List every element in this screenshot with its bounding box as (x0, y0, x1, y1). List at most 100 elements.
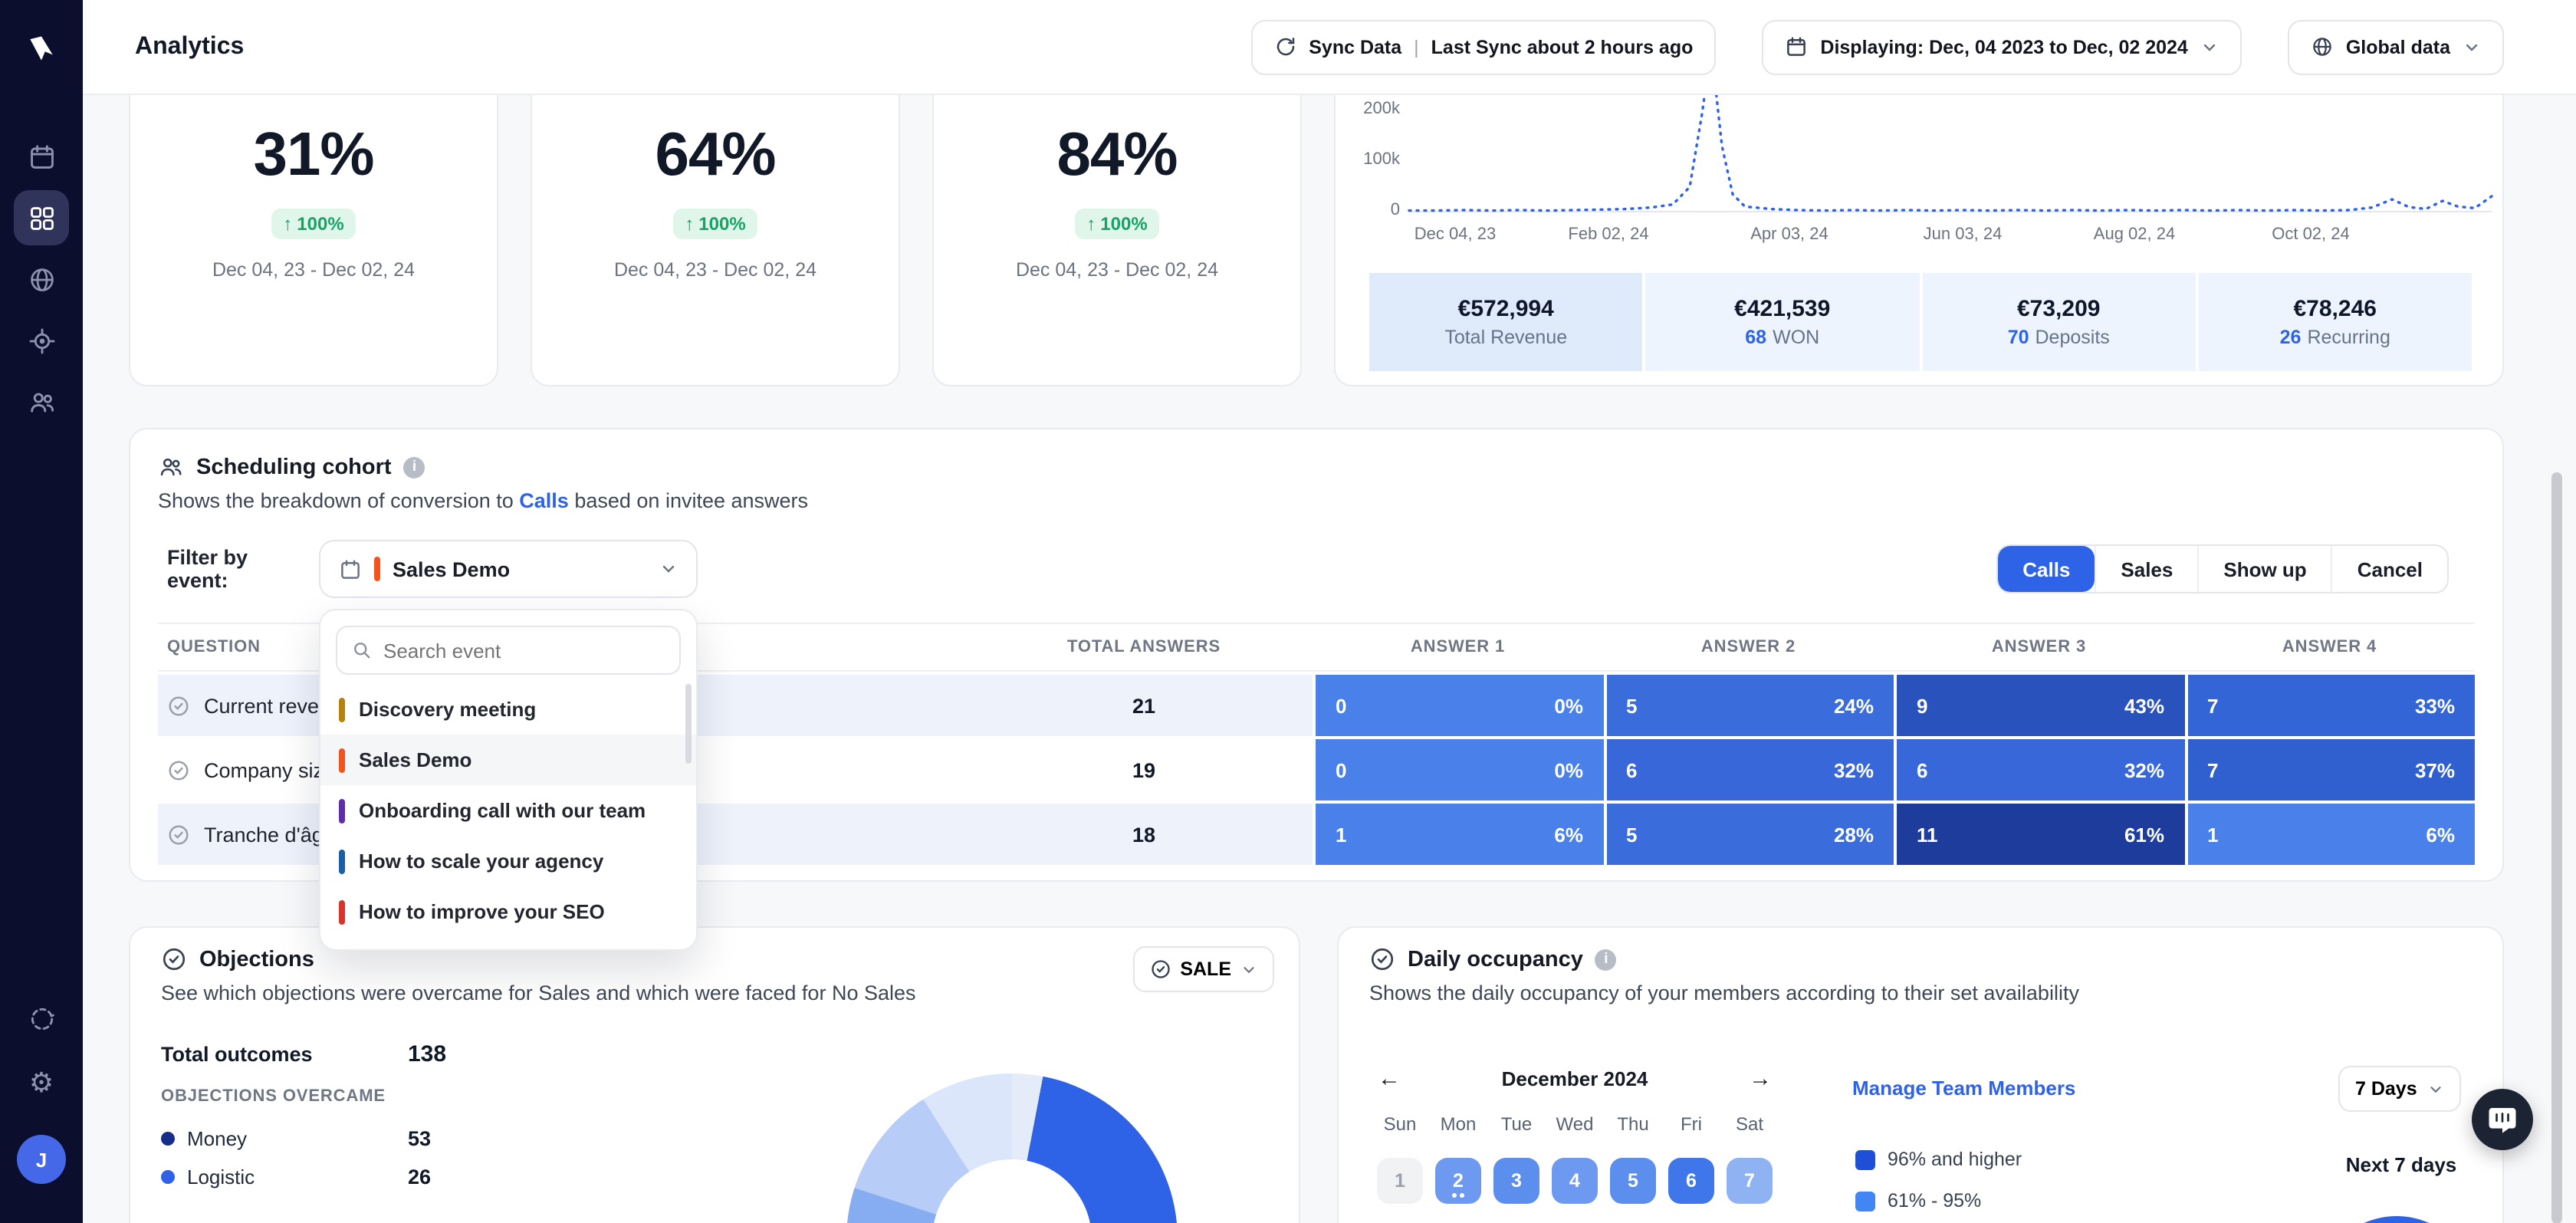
summary-won[interactable]: €421,539 68 WON (1645, 273, 1919, 371)
calendar-dates-row: 1 2 3 4 5 6 7 (1371, 1158, 1779, 1204)
summary-recurring[interactable]: €78,246 26 Recurring (2198, 273, 2472, 371)
total-outcomes-row: Total outcomes 138 (161, 1041, 447, 1067)
section-subtitle: See which objections were overcame for S… (161, 981, 916, 1004)
calendar-date-3[interactable]: 3 (1493, 1158, 1539, 1204)
up-arrow-icon: ↑ (1086, 213, 1096, 235)
event-color-bar (339, 748, 345, 772)
sidebar-item-team[interactable] (14, 374, 69, 429)
legend-swatch (1855, 1149, 1875, 1169)
settings-gear-icon[interactable]: ⚙ (28, 1067, 54, 1098)
section-title: Objections (199, 947, 314, 971)
global-data-button[interactable]: Global data (2287, 19, 2504, 74)
event-color-bar (374, 557, 380, 581)
x-axis-tick: Oct 02, 24 (2272, 225, 2350, 244)
prev-month-arrow-icon[interactable]: ← (1378, 1066, 1401, 1092)
event-color-bar (339, 697, 345, 722)
event-filter-value: Sales Demo (393, 557, 511, 580)
user-avatar[interactable]: J (17, 1135, 66, 1184)
vertical-scrollbar[interactable] (2551, 472, 2562, 1223)
header-actions: Sync Data | Last Sync about 2 hours ago … (1250, 19, 2504, 74)
globe-icon (2311, 35, 2334, 58)
dropdown-scrollbar[interactable] (685, 684, 692, 764)
check-circle-icon (167, 694, 190, 717)
y-axis-tick: 0 (1390, 201, 1400, 219)
event-option-scale-agency[interactable]: How to scale your agency (320, 836, 696, 886)
sync-data-button[interactable]: Sync Data | Last Sync about 2 hours ago (1250, 19, 1717, 74)
sidebar: ⚙ J (0, 0, 83, 1223)
column-question: QUESTION (167, 638, 261, 656)
next-month-arrow-icon[interactable]: → (1749, 1066, 1772, 1092)
kpi-date-range: Dec 04, 23 - Dec 02, 24 (212, 259, 416, 281)
question-text: Tranche d'âg (204, 823, 324, 846)
event-option-improve-seo[interactable]: How to improve your SEO (320, 886, 696, 937)
answer-cell: 5 28% (1603, 804, 1894, 865)
calendar-icon (339, 557, 362, 580)
calls-link[interactable]: Calls (519, 489, 569, 512)
search-icon (351, 639, 373, 661)
answer-cell: 1 6% (1313, 804, 1603, 865)
legend-swatch (1855, 1191, 1875, 1211)
page-title: Analytics (135, 33, 245, 59)
calendar-date-4[interactable]: 4 (1552, 1158, 1598, 1204)
event-filter-select[interactable]: Sales Demo (319, 540, 698, 598)
summary-deposits[interactable]: €73,209 70 Deposits (1922, 273, 2196, 371)
sidebar-item-target[interactable] (14, 313, 69, 368)
section-subtitle: Shows the daily occupancy of your member… (1369, 981, 2079, 1004)
up-arrow-icon: ↑ (685, 213, 695, 235)
legend-item: 96% and higher (1855, 1149, 2022, 1170)
tab-calls[interactable]: Calls (1998, 546, 2095, 592)
tab-cancel[interactable]: Cancel (2331, 546, 2447, 592)
chevron-down-icon (2200, 38, 2219, 56)
chevron-down-icon (2463, 38, 2481, 56)
today-dots-indicator (1452, 1193, 1464, 1198)
range-select[interactable]: 7 Days (2338, 1066, 2461, 1112)
event-search-input[interactable] (383, 639, 665, 662)
calendar-date-2[interactable]: 2 (1435, 1158, 1481, 1204)
refresh-icon (1273, 35, 1296, 58)
sidebar-item-globe[interactable] (14, 252, 69, 307)
content-area: 31% ↑ 100% Dec 04, 23 - Dec 02, 24 64% ↑ 1… (83, 34, 2576, 1223)
info-icon[interactable] (403, 456, 426, 478)
sync-label: Sync Data (1309, 36, 1402, 58)
event-option-onboarding[interactable]: Onboarding call with our team (320, 785, 696, 836)
tab-show-up[interactable]: Show up (2197, 546, 2331, 592)
total-answers-value: 19 (1132, 758, 1156, 781)
manage-team-members-link[interactable]: Manage Team Members (1852, 1077, 2076, 1100)
event-search (336, 626, 681, 675)
date-range-button[interactable]: Displaying: Dec, 04 2023 to Dec, 02 2024 (1762, 19, 2242, 74)
chat-launcher-button[interactable] (2472, 1089, 2533, 1150)
sync-cycle-icon[interactable] (14, 991, 69, 1046)
event-option-discovery-meeting[interactable]: Discovery meeting (320, 684, 696, 735)
next-7-days-label: Next 7 days (2345, 1153, 2457, 1176)
section-header: Objections (161, 946, 1268, 972)
tab-sales[interactable]: Sales (2095, 546, 2197, 592)
calendar-date-5[interactable]: 5 (1610, 1158, 1656, 1204)
question-text: Company siz (204, 758, 324, 781)
date-range-label: Displaying: Dec, 04 2023 to Dec, 02 2024 (1820, 36, 2188, 58)
occupancy-calendar: ← December 2024 → Sun Mon Tue Wed Thu Fr… (1371, 1066, 1779, 1204)
cohort-tab-group: Calls Sales Show up Cancel (1996, 544, 2449, 593)
x-axis-tick: Jun 03, 24 (1923, 225, 2003, 244)
sidebar-item-dashboard[interactable] (14, 190, 69, 245)
kpi-value: 84% (1056, 121, 1178, 189)
check-circle-icon (161, 946, 187, 972)
y-axis-tick: 200k (1363, 100, 1400, 118)
calendar-date-7[interactable]: 7 (1727, 1158, 1773, 1204)
summary-total-revenue[interactable]: €572,994 Total Revenue (1369, 273, 1643, 371)
answer-cell: 7 37% (2184, 739, 2475, 801)
calendar-date-1[interactable]: 1 (1377, 1158, 1423, 1204)
sale-filter-select[interactable]: SALE (1132, 946, 1274, 992)
column-answer-1: ANSWER 1 (1410, 638, 1506, 656)
global-data-label: Global data (2345, 36, 2450, 58)
calendar-date-6[interactable]: 6 (1668, 1158, 1714, 1204)
column-total-answers: TOTAL ANSWERS (1066, 638, 1221, 656)
cohort-people-icon (158, 454, 184, 480)
sidebar-item-calendar[interactable] (14, 129, 69, 184)
list-item: Logistic 26 (161, 1165, 1268, 1188)
kpi-delta-badge: ↑ 100% (271, 209, 356, 239)
x-axis-tick: Apr 03, 24 (1750, 225, 1829, 244)
info-icon[interactable] (1595, 948, 1617, 970)
event-option-sales-demo[interactable]: Sales Demo (320, 735, 696, 785)
answer-cell: 1 6% (2184, 804, 2475, 865)
kpi-delta-badge: ↑ 100% (672, 209, 758, 239)
